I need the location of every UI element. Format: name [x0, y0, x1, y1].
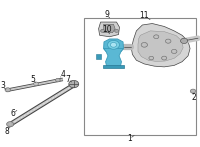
Text: 7: 7 [65, 75, 70, 84]
Circle shape [165, 39, 171, 43]
Circle shape [108, 40, 119, 49]
Circle shape [34, 82, 38, 86]
Circle shape [162, 56, 167, 60]
Circle shape [190, 89, 196, 93]
Text: 6: 6 [11, 109, 16, 118]
Bar [84, 18, 196, 135]
Circle shape [101, 29, 105, 32]
Circle shape [7, 122, 14, 127]
Polygon shape [104, 49, 123, 66]
Circle shape [171, 49, 177, 54]
Polygon shape [104, 39, 123, 51]
Polygon shape [103, 65, 124, 68]
Text: 11: 11 [140, 11, 149, 20]
Polygon shape [96, 54, 101, 59]
Text: 1: 1 [127, 134, 132, 143]
Circle shape [110, 42, 117, 47]
Circle shape [55, 78, 60, 82]
Polygon shape [138, 31, 183, 61]
Text: 8: 8 [5, 127, 10, 136]
Circle shape [149, 56, 154, 60]
Polygon shape [131, 24, 190, 67]
Circle shape [69, 80, 79, 88]
Text: 4: 4 [60, 70, 65, 80]
Text: 2: 2 [192, 92, 196, 102]
Text: 10: 10 [102, 25, 111, 34]
Polygon shape [104, 24, 115, 33]
Circle shape [5, 88, 11, 92]
Text: 5: 5 [31, 75, 35, 84]
Circle shape [115, 29, 118, 32]
Circle shape [181, 38, 188, 44]
Text: 3: 3 [0, 81, 5, 91]
Text: 9: 9 [104, 10, 109, 19]
Circle shape [141, 42, 148, 47]
Polygon shape [99, 22, 119, 37]
Circle shape [154, 35, 159, 39]
